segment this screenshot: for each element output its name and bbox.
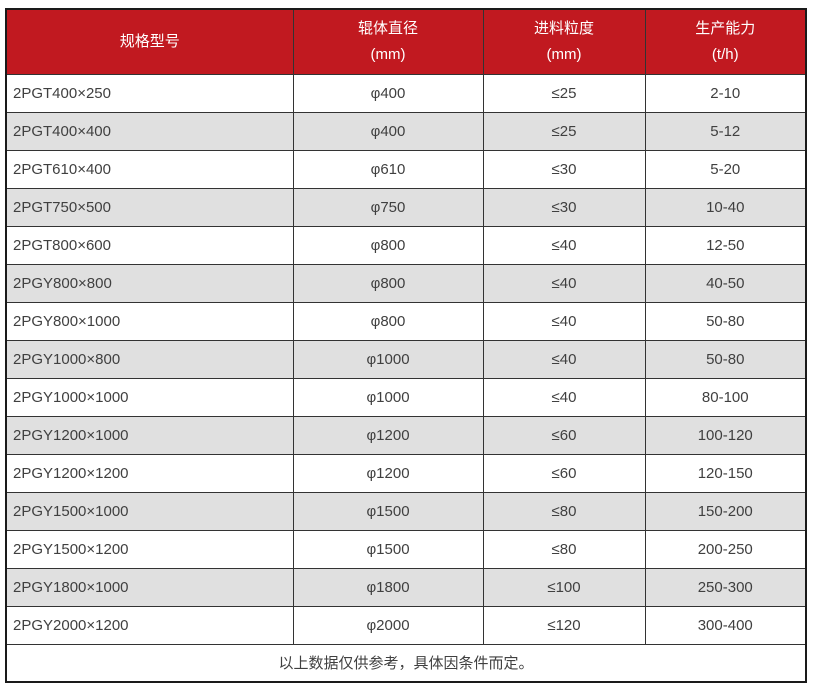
- capacity-cell: 10-40: [644, 187, 807, 227]
- diameter-cell: φ1500: [292, 529, 484, 569]
- table-row: 2PGT400×250 φ400 ≤25 2-10: [5, 73, 807, 113]
- model-cell: 2PGT800×600: [5, 225, 294, 265]
- feed-size-cell: ≤40: [482, 225, 646, 265]
- model-cell: 2PGY1200×1000: [5, 415, 294, 455]
- capacity-cell: 200-250: [644, 529, 807, 569]
- table-row: 2PGY800×800 φ800 ≤40 40-50: [5, 263, 807, 303]
- model-cell: 2PGY1500×1000: [5, 491, 294, 531]
- model-cell: 2PGY800×1000: [5, 301, 294, 341]
- feed-size-cell: ≤100: [482, 567, 646, 607]
- diameter-cell: φ400: [292, 73, 484, 113]
- feed-size-cell: ≤40: [482, 377, 646, 417]
- feed-size-cell: ≤80: [482, 491, 646, 531]
- column-header-feed-size-unit: (mm): [546, 45, 582, 63]
- table-row: 2PGT750×500 φ750 ≤30 10-40: [5, 187, 807, 227]
- model-cell: 2PGY1500×1200: [5, 529, 294, 569]
- diameter-cell: φ1200: [292, 415, 484, 455]
- column-header-diameter-label: 辊体直径: [357, 19, 418, 37]
- model-cell: 2PGY800×800: [5, 263, 294, 303]
- table-row: 2PGY1000×1000 φ1000 ≤40 80-100: [5, 377, 807, 417]
- column-header-capacity: 生产能力 (t/h): [644, 8, 807, 75]
- column-header-feed-size-label: 进料粒度: [533, 19, 594, 37]
- capacity-cell: 50-80: [644, 301, 807, 341]
- model-cell: 2PGT400×250: [5, 73, 294, 113]
- capacity-cell: 300-400: [644, 605, 807, 645]
- table-row: 2PGY1200×1200 φ1200 ≤60 120-150: [5, 453, 807, 493]
- column-header-model: 规格型号: [5, 8, 294, 75]
- table-body: 2PGT400×250 φ400 ≤25 2-10 2PGT400×400 φ4…: [5, 73, 807, 645]
- diameter-cell: φ800: [292, 263, 484, 303]
- spec-table-container: 规格型号 辊体直径 (mm) 进料粒度 (mm) 生产能力 (t/h): [5, 8, 807, 683]
- table-row: 2PGY1500×1200 φ1500 ≤80 200-250: [5, 529, 807, 569]
- model-cell: 2PGY1000×800: [5, 339, 294, 379]
- capacity-cell: 250-300: [644, 567, 807, 607]
- capacity-cell: 5-20: [644, 149, 807, 189]
- capacity-cell: 120-150: [644, 453, 807, 493]
- capacity-cell: 2-10: [644, 73, 807, 113]
- model-cell: 2PGT610×400: [5, 149, 294, 189]
- diameter-cell: φ800: [292, 301, 484, 341]
- feed-size-cell: ≤120: [482, 605, 646, 645]
- table-row: 2PGY2000×1200 φ2000 ≤120 300-400: [5, 605, 807, 645]
- feed-size-cell: ≤80: [482, 529, 646, 569]
- diameter-cell: φ610: [292, 149, 484, 189]
- capacity-cell: 5-12: [644, 111, 807, 151]
- feed-size-cell: ≤60: [482, 453, 646, 493]
- table-row: 2PGY1800×1000 φ1800 ≤100 250-300: [5, 567, 807, 607]
- table-row: 2PGT610×400 φ610 ≤30 5-20: [5, 149, 807, 189]
- model-cell: 2PGT750×500: [5, 187, 294, 227]
- model-cell: 2PGT400×400: [5, 111, 294, 151]
- capacity-cell: 40-50: [644, 263, 807, 303]
- model-cell: 2PGY1000×1000: [5, 377, 294, 417]
- table-row: 2PGY800×1000 φ800 ≤40 50-80: [5, 301, 807, 341]
- capacity-cell: 12-50: [644, 225, 807, 265]
- table-row: 2PGY1200×1000 φ1200 ≤60 100-120: [5, 415, 807, 455]
- table-row: 2PGT400×400 φ400 ≤25 5-12: [5, 111, 807, 151]
- feed-size-cell: ≤25: [482, 73, 646, 113]
- table-footnote: 以上数据仅供参考，具体因条件而定。: [5, 643, 807, 683]
- feed-size-cell: ≤40: [482, 301, 646, 341]
- capacity-cell: 50-80: [644, 339, 807, 379]
- capacity-cell: 80-100: [644, 377, 807, 417]
- diameter-cell: φ800: [292, 225, 484, 265]
- diameter-cell: φ1500: [292, 491, 484, 531]
- diameter-cell: φ750: [292, 187, 484, 227]
- feed-size-cell: ≤40: [482, 263, 646, 303]
- feed-size-cell: ≤30: [482, 149, 646, 189]
- diameter-cell: φ1200: [292, 453, 484, 493]
- capacity-cell: 150-200: [644, 491, 807, 531]
- feed-size-cell: ≤30: [482, 187, 646, 227]
- feed-size-cell: ≤60: [482, 415, 646, 455]
- model-cell: 2PGY1800×1000: [5, 567, 294, 607]
- table-row: 2PGT800×600 φ800 ≤40 12-50: [5, 225, 807, 265]
- capacity-cell: 100-120: [644, 415, 807, 455]
- diameter-cell: φ2000: [292, 605, 484, 645]
- column-header-diameter: 辊体直径 (mm): [292, 8, 484, 75]
- feed-size-cell: ≤25: [482, 111, 646, 151]
- diameter-cell: φ400: [292, 111, 484, 151]
- column-header-feed-size: 进料粒度 (mm): [482, 8, 646, 75]
- model-cell: 2PGY1200×1200: [5, 453, 294, 493]
- diameter-cell: φ1000: [292, 377, 484, 417]
- column-header-capacity-unit: (t/h): [711, 45, 739, 63]
- model-cell: 2PGY2000×1200: [5, 605, 294, 645]
- table-row: 2PGY1500×1000 φ1500 ≤80 150-200: [5, 491, 807, 531]
- spec-table: 规格型号 辊体直径 (mm) 进料粒度 (mm) 生产能力 (t/h): [5, 8, 807, 683]
- diameter-cell: φ1800: [292, 567, 484, 607]
- column-header-diameter-unit: (mm): [370, 45, 406, 63]
- table-footer: 以上数据仅供参考，具体因条件而定。: [5, 643, 807, 683]
- table-header-row: 规格型号 辊体直径 (mm) 进料粒度 (mm) 生产能力 (t/h): [5, 8, 807, 75]
- table-row: 2PGY1000×800 φ1000 ≤40 50-80: [5, 339, 807, 379]
- feed-size-cell: ≤40: [482, 339, 646, 379]
- table-footnote-row: 以上数据仅供参考，具体因条件而定。: [5, 643, 807, 683]
- column-header-model-label: 规格型号: [119, 32, 180, 50]
- table-header: 规格型号 辊体直径 (mm) 进料粒度 (mm) 生产能力 (t/h): [5, 8, 807, 75]
- column-header-capacity-label: 生产能力: [695, 19, 756, 37]
- diameter-cell: φ1000: [292, 339, 484, 379]
